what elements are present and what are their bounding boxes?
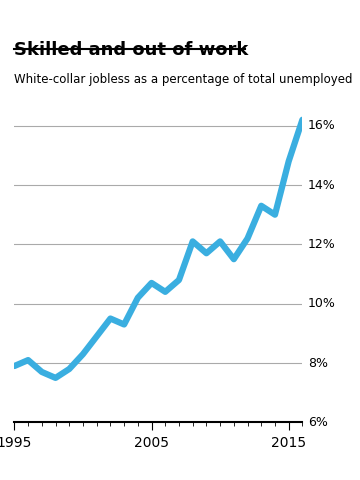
Text: 6%: 6%	[308, 416, 328, 429]
Text: 16%: 16%	[308, 119, 336, 132]
Text: 14%: 14%	[308, 179, 336, 192]
Text: 8%: 8%	[308, 357, 328, 370]
Text: White-collar jobless as a percentage of total unemployed: White-collar jobless as a percentage of …	[14, 73, 353, 86]
Text: Skilled and out of work: Skilled and out of work	[14, 40, 249, 59]
Text: 10%: 10%	[308, 297, 336, 310]
Text: 12%: 12%	[308, 238, 336, 251]
